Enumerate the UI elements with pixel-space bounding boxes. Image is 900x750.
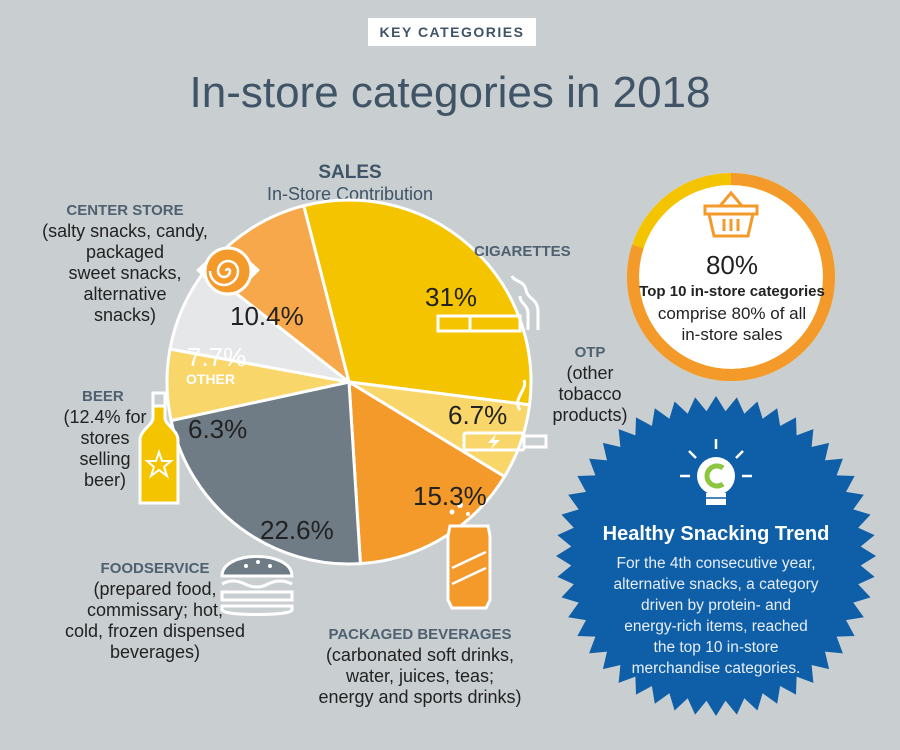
stat-desc-line: in-store sales bbox=[681, 325, 783, 344]
category-otp: OTP (other tobacco products) bbox=[535, 342, 645, 426]
category-name: CIGARETTES bbox=[474, 243, 571, 260]
value-label-otp: 6.7% bbox=[448, 400, 508, 430]
category-desc-line: products) bbox=[552, 405, 628, 425]
e-cigarette-icon bbox=[462, 379, 548, 452]
trend-desc-line: alternative snacks, a category bbox=[613, 576, 819, 593]
category-desc-line: (other bbox=[566, 363, 614, 383]
trend-desc-line: the top 10 in-store bbox=[653, 639, 779, 656]
pie-slice-cigarettes bbox=[301, 198, 533, 407]
trend-badge bbox=[556, 396, 876, 716]
lightbulb-icon bbox=[680, 439, 752, 505]
category-desc-line: beer) bbox=[83, 470, 127, 490]
trend-desc-line: For the 4th consecutive year, bbox=[616, 555, 816, 572]
value-label-cigarettes: 31% bbox=[425, 282, 478, 312]
value-label-other: 7.7% bbox=[187, 342, 247, 372]
category-desc-line: water, juices, teas; bbox=[345, 666, 495, 686]
pie-chart bbox=[165, 198, 533, 566]
pie-slice-packaged-beverages bbox=[347, 379, 507, 566]
trend-title: Healthy Snacking Trend bbox=[602, 523, 830, 545]
category-name: OTP bbox=[574, 344, 606, 361]
category-desc-line: beverages) bbox=[109, 642, 201, 662]
burger-icon bbox=[220, 555, 294, 616]
category-desc-line: (carbonated soft drinks, bbox=[325, 645, 515, 665]
trend-description: For the 4th consecutive year, alternativ… bbox=[585, 553, 847, 679]
chart-heading: SALES In-Store Contribution bbox=[240, 162, 460, 205]
category-foodservice: FOODSERVICE (prepared food, commissary; … bbox=[30, 558, 280, 663]
category-desc-line: commissary; hot, bbox=[86, 600, 224, 620]
stat-description: comprise 80% of all in-store sales bbox=[632, 303, 832, 345]
category-desc-line: (salty snacks, candy, bbox=[42, 221, 208, 241]
soda-can-icon bbox=[446, 502, 492, 610]
category-packaged-beverages: PACKAGED BEVERAGES (carbonated soft drin… bbox=[290, 624, 550, 708]
trend-desc-line: merchandise categories. bbox=[631, 660, 801, 677]
section-tag: KEY CATEGORIES bbox=[368, 18, 536, 46]
value-label-center-store: 10.4% bbox=[230, 301, 304, 331]
beer-bottle-icon bbox=[138, 391, 180, 505]
category-desc-line: cold, frozen dispensed bbox=[64, 621, 246, 641]
category-cigarettes: CIGARETTES bbox=[474, 241, 571, 262]
category-desc-line: (prepared food, bbox=[93, 579, 217, 599]
chart-subtitle: In-Store Contribution bbox=[266, 184, 434, 204]
category-desc-line: selling bbox=[79, 449, 131, 469]
cigarette-icon bbox=[436, 275, 540, 333]
category-center-store: CENTER STORE (salty snacks, candy, packa… bbox=[10, 200, 240, 326]
category-desc-line: stores bbox=[80, 428, 130, 448]
category-desc-line: (12.4% for bbox=[63, 407, 147, 427]
trend-desc-line: energy-rich items, reached bbox=[624, 618, 808, 635]
stat-badge bbox=[627, 173, 835, 381]
candy-icon bbox=[196, 246, 260, 296]
category-name: CENTER STORE bbox=[66, 202, 184, 219]
stat-percent: 80% bbox=[705, 250, 759, 280]
category-desc-line: tobacco bbox=[558, 384, 622, 404]
category-name: PACKAGED BEVERAGES bbox=[328, 626, 512, 643]
stat-headline: Top 10 in-store categories bbox=[639, 283, 825, 300]
category-beer: BEER (12.4% for stores selling beer) bbox=[40, 386, 170, 491]
stat-desc-line: comprise 80% of all bbox=[657, 304, 807, 323]
category-label-other: OTHER bbox=[186, 371, 235, 387]
value-label-packaged-beverages: 15.3% bbox=[413, 481, 487, 511]
chart-title: SALES bbox=[318, 162, 382, 183]
category-name: BEER bbox=[82, 388, 124, 405]
value-label-foodservice: 22.6% bbox=[260, 515, 334, 545]
category-desc-line: packaged bbox=[85, 242, 165, 262]
page-title: In-store categories in 2018 bbox=[189, 68, 711, 117]
category-desc-line: sweet snacks, bbox=[68, 263, 182, 283]
category-desc-line: snacks) bbox=[93, 305, 156, 325]
trend-desc-line: driven by protein- and bbox=[641, 597, 791, 614]
category-name: FOODSERVICE bbox=[100, 560, 210, 577]
stat-progress-ring bbox=[627, 173, 835, 381]
category-desc-line: energy and sports drinks) bbox=[318, 687, 522, 707]
basket-icon bbox=[703, 190, 759, 238]
category-desc-line: alternative bbox=[83, 284, 167, 304]
value-label-beer: 6.3% bbox=[188, 414, 248, 444]
